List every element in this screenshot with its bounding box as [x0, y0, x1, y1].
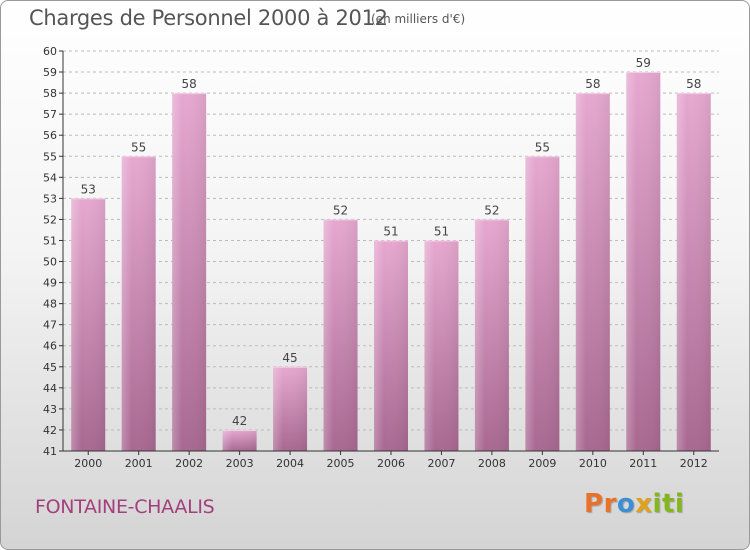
y-tick-label: 46 — [43, 340, 57, 353]
bar-shine — [424, 240, 459, 451]
x-tick-label: 2007 — [427, 457, 455, 470]
data-labels: 53 55 58 42 45 52 51 51 52 55 58 59 58 — [81, 56, 702, 428]
commune-name: FONTAINE-CHAALIS — [35, 496, 215, 518]
x-tick-label: 2006 — [377, 457, 405, 470]
y-tick-label: 47 — [43, 319, 57, 332]
x-tick-label: 2008 — [478, 457, 506, 470]
y-tick-label: 56 — [43, 129, 57, 142]
data-label: 51 — [434, 224, 449, 238]
chart-subtitle: (en milliers d'€) — [371, 12, 466, 26]
y-tick-label: 43 — [43, 403, 57, 416]
x-tick-label: 2001 — [125, 457, 153, 470]
logo-letter: t — [661, 489, 675, 519]
x-tick-label: 2004 — [276, 457, 304, 470]
bar-shine — [626, 72, 661, 451]
x-tick-label: 2005 — [327, 457, 355, 470]
data-label: 52 — [333, 203, 348, 217]
bar-shine — [525, 156, 560, 451]
y-tick-label: 41 — [43, 445, 57, 458]
data-label: 52 — [484, 203, 499, 217]
bar-shine — [172, 93, 207, 452]
x-tick-label: 2012 — [680, 457, 708, 470]
data-label: 42 — [232, 414, 247, 428]
chart-title: Charges de Personnel 2000 à 2012 — [29, 6, 388, 30]
bar-shine — [474, 219, 509, 451]
y-tick-label: 50 — [43, 256, 57, 269]
logo-letter: i — [674, 489, 685, 519]
data-label: 58 — [182, 77, 197, 91]
x-tick-label: 2000 — [74, 457, 102, 470]
y-tick-label: 49 — [43, 277, 57, 290]
y-tick-label: 48 — [43, 298, 57, 311]
data-label: 58 — [686, 77, 701, 91]
bars — [71, 72, 711, 452]
bar-shine — [575, 93, 610, 452]
bar-shine — [71, 198, 106, 451]
data-label: 58 — [585, 77, 600, 91]
proxiti-logo: Proxiti — [584, 489, 684, 519]
data-label: 55 — [131, 140, 146, 154]
bar-shine — [374, 240, 408, 451]
logo-letter: r — [603, 489, 617, 519]
axes: 41 42 43 44 45 46 47 48 49 50 51 52 53 54 55 56 57 58 59 60… — [43, 45, 719, 470]
bar-shine — [273, 366, 308, 451]
data-label: 55 — [535, 140, 550, 154]
y-tick-label: 55 — [43, 150, 57, 163]
y-tick-label: 45 — [43, 361, 57, 374]
y-tick-label: 42 — [43, 424, 57, 437]
logo-letter: i — [652, 489, 662, 519]
bar-shine — [121, 156, 156, 451]
logo-letter: P — [584, 489, 604, 519]
logo-letter: o — [616, 489, 636, 519]
bar-shine — [323, 219, 358, 451]
y-tick-label: 54 — [43, 171, 57, 184]
x-tick-label: 2010 — [579, 457, 607, 470]
data-label: 51 — [383, 224, 398, 238]
x-tick-label: 2003 — [226, 457, 254, 470]
y-tick-label: 51 — [43, 234, 57, 247]
x-tick-label: 2002 — [175, 457, 203, 470]
bar-shine — [222, 429, 257, 451]
y-tick-label: 59 — [43, 66, 57, 79]
data-label: 53 — [81, 182, 96, 196]
y-tick-label: 44 — [43, 382, 57, 395]
data-label: 59 — [636, 56, 651, 70]
y-tick-label: 52 — [43, 213, 57, 226]
data-label: 45 — [282, 351, 297, 365]
bar-shine — [676, 93, 711, 452]
y-tick-label: 57 — [43, 108, 57, 121]
y-tick-label: 58 — [43, 87, 57, 100]
x-tick-label: 2011 — [629, 457, 657, 470]
y-tick-label: 53 — [43, 192, 57, 205]
y-tick-label: 60 — [43, 45, 57, 58]
x-tick-label: 2009 — [528, 457, 556, 470]
logo-letter: x — [635, 489, 653, 519]
